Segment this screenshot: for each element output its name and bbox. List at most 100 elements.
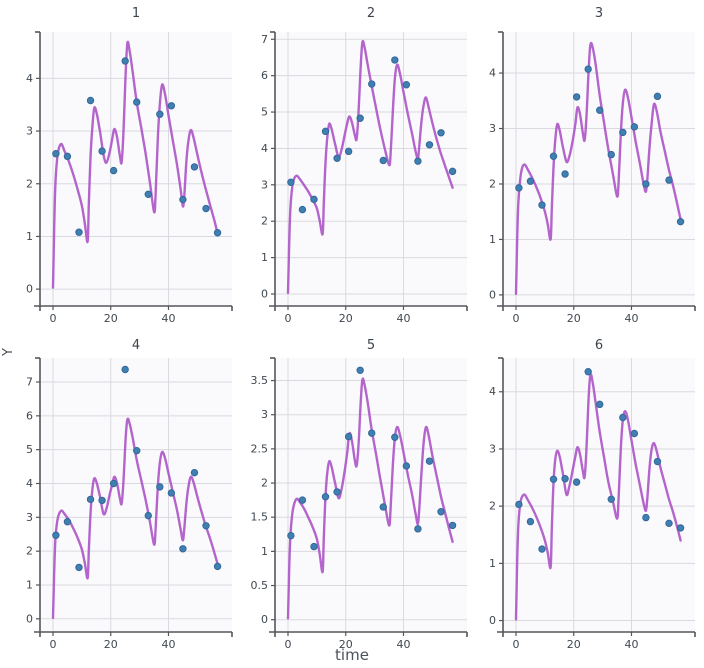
data-point	[167, 102, 176, 110]
panel-5: 5 0 0.5 1 1.5 2 2.5 3 3.5 0 20 40	[241, 334, 471, 668]
data-point	[98, 147, 106, 155]
data-point	[653, 92, 662, 101]
y-tick-label: 2.5	[251, 442, 269, 455]
x-tick-label: 20	[339, 638, 353, 651]
data-point	[133, 98, 141, 106]
data-point	[287, 531, 295, 540]
panel-2-plot: 0 1 2 3 4 5 6 7 0 20 40	[261, 31, 468, 325]
data-point	[190, 163, 199, 171]
y-tick-label: 1	[489, 557, 496, 570]
panel-3-title: 3	[594, 6, 604, 21]
y-tick-label: 2	[26, 177, 33, 190]
y-tick-label: 4	[26, 477, 33, 490]
y-tick-label: 3	[26, 125, 33, 138]
x-tick-label: 40	[161, 312, 175, 325]
data-point	[52, 150, 60, 158]
x-tick-label: 40	[396, 312, 410, 325]
fit-line	[286, 377, 454, 620]
panel-5-plot: 0 0.5 1 1.5 2 2.5 3 3.5 0 20 40	[251, 357, 468, 651]
panel-6-title: 6	[594, 338, 604, 353]
data-point	[448, 167, 457, 176]
y-tick-label: 4	[489, 385, 496, 398]
data-point	[344, 147, 353, 156]
y-tick-label: 3	[489, 122, 496, 135]
data-point	[344, 432, 353, 441]
data-point	[63, 518, 72, 526]
x-tick-label: 40	[161, 638, 175, 651]
data-point	[619, 413, 627, 422]
data-point	[538, 201, 546, 209]
panel-1: 1 0 1 2 3 4 0 20 40	[6, 0, 236, 334]
data-point	[310, 195, 318, 204]
panel-5-title: 5	[366, 338, 376, 353]
data-point	[321, 127, 330, 136]
data-point	[356, 366, 364, 374]
data-point	[584, 65, 592, 73]
panel-4-title: 4	[131, 338, 141, 353]
panel-4-plot: 0 1 2 3 4 5 6 7 0 20 40	[26, 357, 233, 651]
data-point	[642, 180, 650, 188]
plot-area	[503, 358, 695, 632]
y-tick-label: 2	[26, 545, 33, 558]
data-point	[391, 56, 399, 64]
data-point	[425, 141, 434, 149]
data-point	[619, 128, 627, 137]
data-point	[86, 495, 95, 504]
y-tick-label: 6	[261, 69, 268, 82]
x-tick-label: 20	[567, 312, 581, 325]
x-tick-label: 20	[567, 638, 581, 651]
data-point	[202, 204, 210, 213]
y-tick-label: 4	[489, 67, 496, 80]
data-point	[653, 457, 662, 466]
data-point	[321, 493, 330, 501]
data-point	[391, 433, 399, 441]
data-point	[379, 503, 387, 511]
x-axis-label: time	[335, 646, 369, 664]
y-tick-label: 0	[489, 288, 496, 301]
plot-area	[40, 358, 232, 632]
data-point	[356, 114, 364, 122]
x-tick-label: 20	[339, 312, 353, 325]
data-point	[144, 190, 152, 198]
x-tick-label: 20	[104, 312, 118, 325]
panel-2-title: 2	[366, 6, 376, 21]
data-point	[156, 110, 164, 118]
y-tick-label: 6	[26, 409, 33, 422]
x-tick-label: 40	[624, 638, 638, 651]
y-tick-label: 3	[489, 442, 496, 455]
data-point	[213, 229, 222, 237]
y-tick-label: 1	[489, 233, 496, 246]
y-tick-label: 1	[26, 578, 33, 591]
x-tick-label: 0	[512, 312, 519, 325]
data-point	[63, 152, 72, 161]
data-point	[287, 178, 295, 186]
y-tick-label: 2	[489, 500, 496, 513]
data-point	[179, 545, 187, 553]
data-point	[86, 96, 95, 105]
panel-2: 2 0 1 2 3 4 5 6 7 0 20 40	[241, 0, 471, 334]
data-point	[572, 93, 581, 101]
y-tick-label: 3	[26, 511, 33, 524]
data-point	[515, 184, 523, 192]
y-tick-label: 0	[26, 612, 33, 625]
y-tick-label: 2	[261, 477, 268, 490]
data-point	[572, 478, 581, 486]
data-point	[190, 468, 199, 477]
data-point	[642, 513, 650, 522]
data-point	[526, 177, 535, 185]
plot-area	[40, 32, 232, 306]
data-point	[75, 563, 83, 572]
data-point	[561, 170, 569, 178]
data-point	[368, 80, 376, 88]
x-tick-label: 0	[284, 638, 291, 651]
data-point	[607, 495, 615, 503]
y-tick-label: 3.5	[251, 374, 269, 387]
data-point	[379, 156, 387, 165]
y-tick-label: 2	[489, 177, 496, 190]
data-point	[676, 524, 685, 532]
x-tick-label: 40	[396, 638, 410, 651]
y-tick-label: 0	[261, 613, 268, 626]
y-tick-label: 0.5	[251, 579, 269, 592]
